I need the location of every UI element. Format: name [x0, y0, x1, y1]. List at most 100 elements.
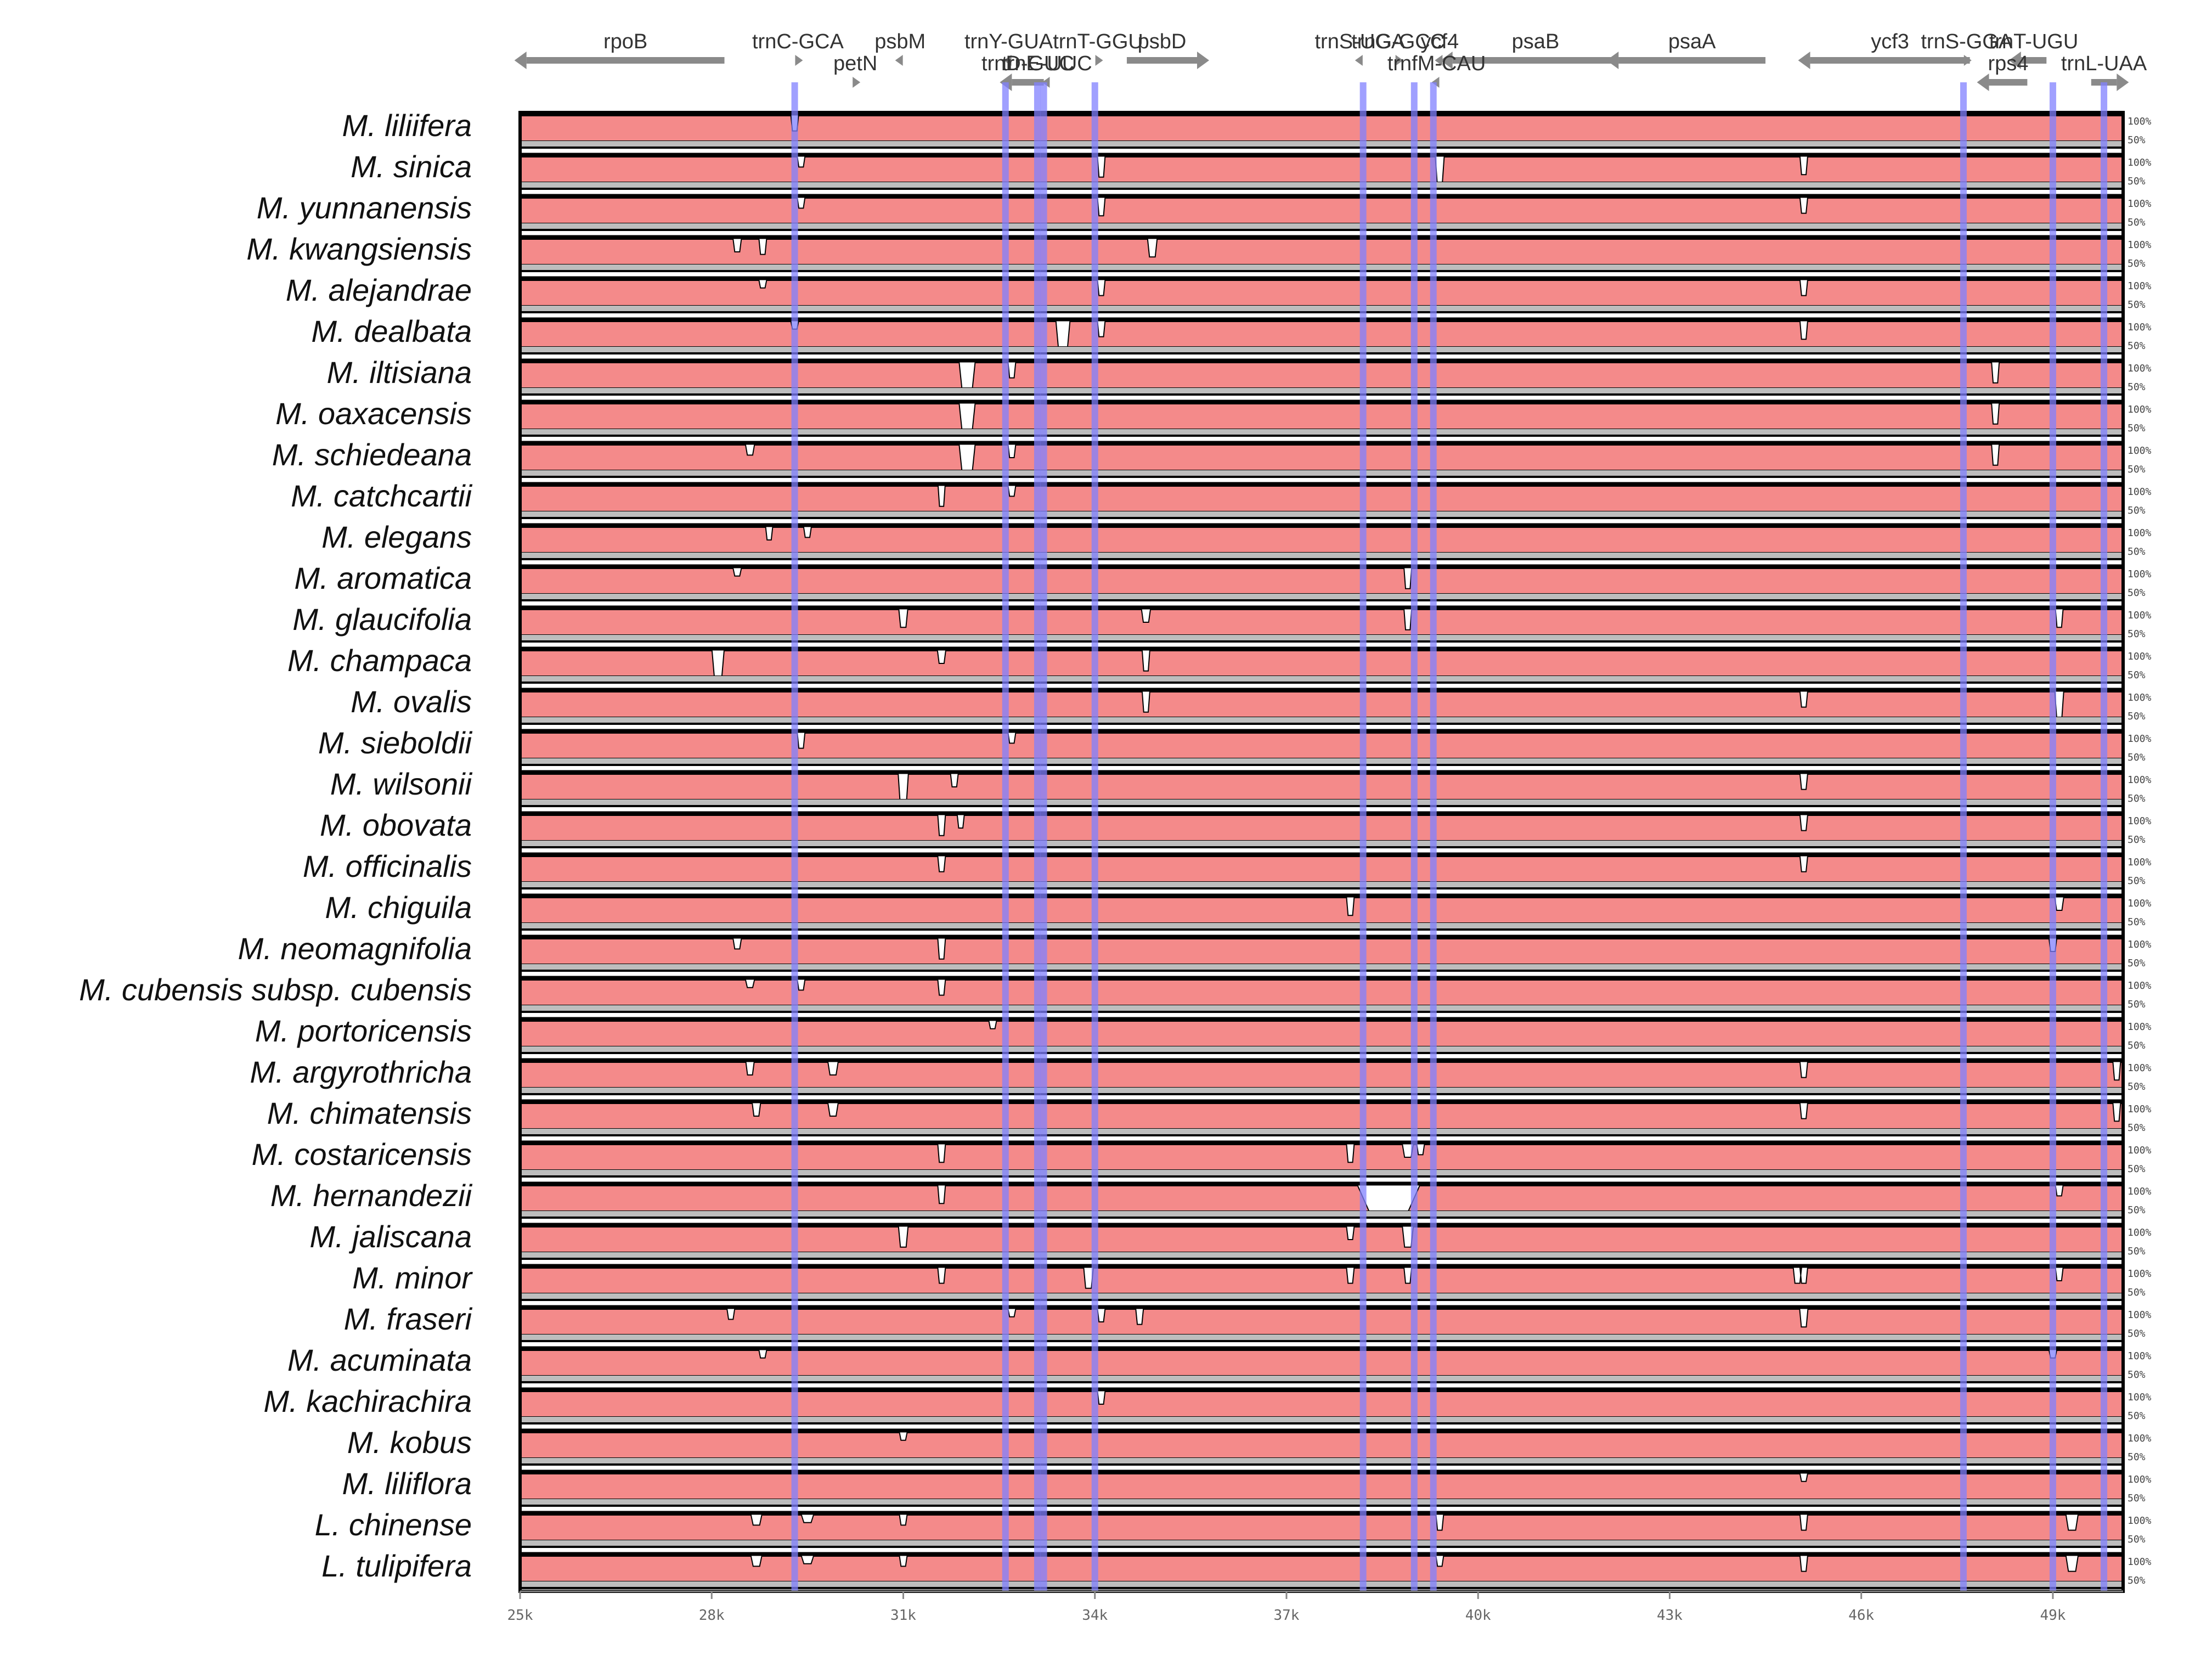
baseline-50 [520, 141, 2123, 147]
baseline-50 [520, 1499, 2123, 1505]
x-tick-label: 28k [699, 1607, 725, 1624]
species-label: M. ovalis [351, 684, 472, 719]
conservation-row [520, 1552, 2124, 1589]
percent-label-100: 100% [2128, 857, 2152, 868]
gene-label: trnS-UGA [1314, 30, 1405, 53]
baseline-50 [520, 1046, 2123, 1052]
species-labels: M. liliifera M. sinica M. yunnanensis M. kw… [79, 108, 473, 1583]
conservation-row [520, 1387, 2124, 1424]
percent-labels: 100% 50% 100% 50% 100% 50% 100% 50% 100% 50% 100% 5… [2128, 116, 2152, 1586]
gene-feature: trnS-GGA [1921, 30, 2013, 66]
percent-label-100: 100% [2128, 733, 2152, 745]
baseline-50 [520, 1293, 2123, 1299]
exon-marker [1040, 82, 1047, 1591]
baseline-50 [520, 470, 2123, 476]
gene-arrow-head [1606, 52, 1619, 69]
gene-feature: psbM [874, 30, 926, 66]
percent-label-50: 50% [2128, 958, 2146, 969]
exon-marker [1359, 82, 1367, 1591]
exon-marker [2101, 82, 2108, 1591]
conservation-area [520, 897, 2124, 924]
baseline-50 [520, 964, 2123, 970]
conservation-area [520, 1556, 2124, 1582]
species-label: M. liliflora [342, 1466, 472, 1501]
conservation-row [520, 111, 2124, 149]
percent-label-50: 50% [2128, 1575, 2146, 1586]
gene-label: psaA [1668, 30, 1716, 53]
conservation-row [520, 276, 2124, 313]
x-tick-label: 25k [507, 1607, 533, 1624]
species-label: M. champaca [287, 643, 472, 678]
conservation-row [520, 1181, 2124, 1219]
baseline-50 [520, 594, 2123, 599]
species-label: M. glaucifolia [292, 602, 472, 637]
gene-label: trnS-GGA [1921, 30, 2012, 53]
conservation-area [520, 1350, 2124, 1376]
gene-arrow-head [1963, 55, 1972, 66]
gene-feature: ycf3 [1798, 30, 1970, 69]
baseline-50 [520, 635, 2123, 640]
gene-feature: trnY-GUA [964, 30, 1053, 66]
species-label: M. argyrothricha [250, 1055, 472, 1089]
gene-arrow-head [2117, 74, 2129, 91]
species-label: M. cubensis subsp. cubensis [79, 972, 472, 1007]
gene-feature: trnE-UUC [1002, 52, 1092, 88]
conservation-row [520, 1305, 2124, 1342]
exon-markers [791, 82, 2108, 1591]
baseline-50 [520, 347, 2123, 352]
conservation-area [520, 1226, 2124, 1253]
gene-label: trnfM-CAU [1387, 52, 1486, 75]
plot-area [518, 111, 2125, 1593]
conservation-row [520, 523, 2124, 560]
baseline-50 [520, 1376, 2123, 1381]
gene-feature: trnfM-CAU [1387, 52, 1486, 88]
species-label: M. yunnanensis [257, 190, 472, 225]
exon-marker [1091, 82, 1098, 1591]
conservation-row [520, 1469, 2124, 1507]
conservation-area [520, 691, 2124, 718]
conservation-row [520, 852, 2124, 889]
conservation-row [520, 1428, 2124, 1466]
percent-label-50: 50% [2128, 217, 2146, 228]
percent-label-50: 50% [2128, 340, 2146, 352]
percent-label-50: 50% [2128, 546, 2146, 558]
conservation-row [520, 399, 2124, 437]
percent-label-50: 50% [2128, 381, 2146, 393]
species-label: M. kachirachira [263, 1384, 472, 1418]
conservation-row [520, 1017, 2124, 1054]
baseline-50 [520, 264, 2123, 270]
percent-label-100: 100% [2128, 1309, 2152, 1321]
gene-feature: rps4 [1977, 52, 2028, 91]
baseline-50 [520, 799, 2123, 805]
species-label: L. tulipifera [321, 1549, 472, 1583]
species-label: M. kobus [347, 1425, 472, 1460]
baseline-50 [520, 1170, 2123, 1175]
percent-label-50: 50% [2128, 176, 2146, 187]
species-label: M. oaxacensis [275, 396, 472, 431]
baseline-50 [520, 553, 2123, 558]
species-label: M. iltisiana [326, 355, 472, 390]
conservation-area [520, 239, 2124, 265]
gene-feature: ycf4 [1421, 30, 1459, 66]
conservation-area [520, 1309, 2124, 1335]
gene-feature: petN [833, 52, 877, 88]
gene-arrow-head [895, 55, 903, 66]
percent-label-50: 50% [2128, 1163, 2146, 1175]
conservation-row [520, 729, 2124, 766]
species-label: M. sieboldii [318, 725, 473, 760]
percent-label-50: 50% [2128, 1287, 2146, 1298]
x-tick-label: 37k [1273, 1607, 1299, 1624]
percent-label-50: 50% [2128, 1369, 2146, 1381]
baseline-50 [520, 429, 2123, 435]
gene-arrow-head [1435, 55, 1443, 66]
percent-label-50: 50% [2128, 875, 2146, 887]
percent-label-50: 50% [2128, 134, 2146, 146]
gene-feature: trnS-UGA [1314, 30, 1406, 66]
conservation-row [520, 441, 2124, 478]
gene-feature: trnC-GCA [752, 30, 844, 66]
baseline-50 [520, 511, 2123, 517]
gene-label: psbM [874, 30, 926, 53]
percent-label-100: 100% [2128, 815, 2152, 827]
